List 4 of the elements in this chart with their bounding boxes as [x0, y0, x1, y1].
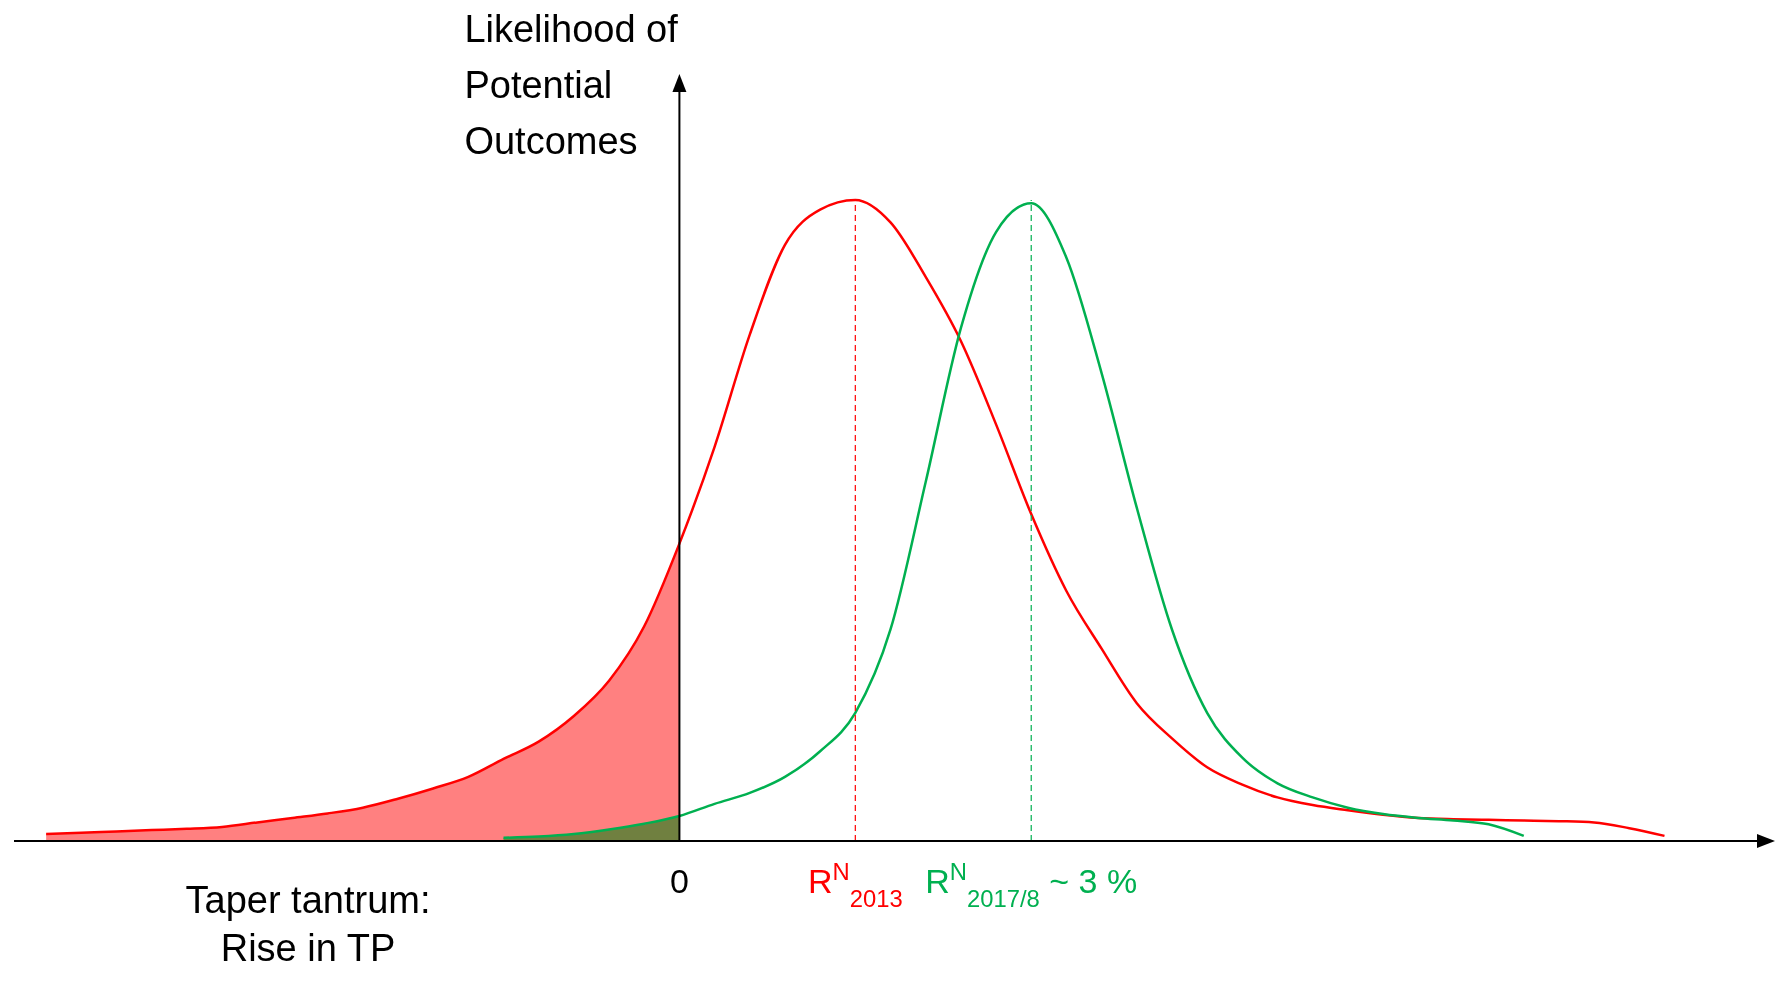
x-axis-title: Taper tantrum: Rise in TP	[185, 879, 431, 969]
x-tick-label: R$^{N}$$_{2017/8}$ ~ 3 %	[925, 857, 1138, 912]
y-axis-title: Likelihood of Potential Outcomes	[464, 8, 679, 162]
x-tick-label: 0	[669, 862, 689, 900]
